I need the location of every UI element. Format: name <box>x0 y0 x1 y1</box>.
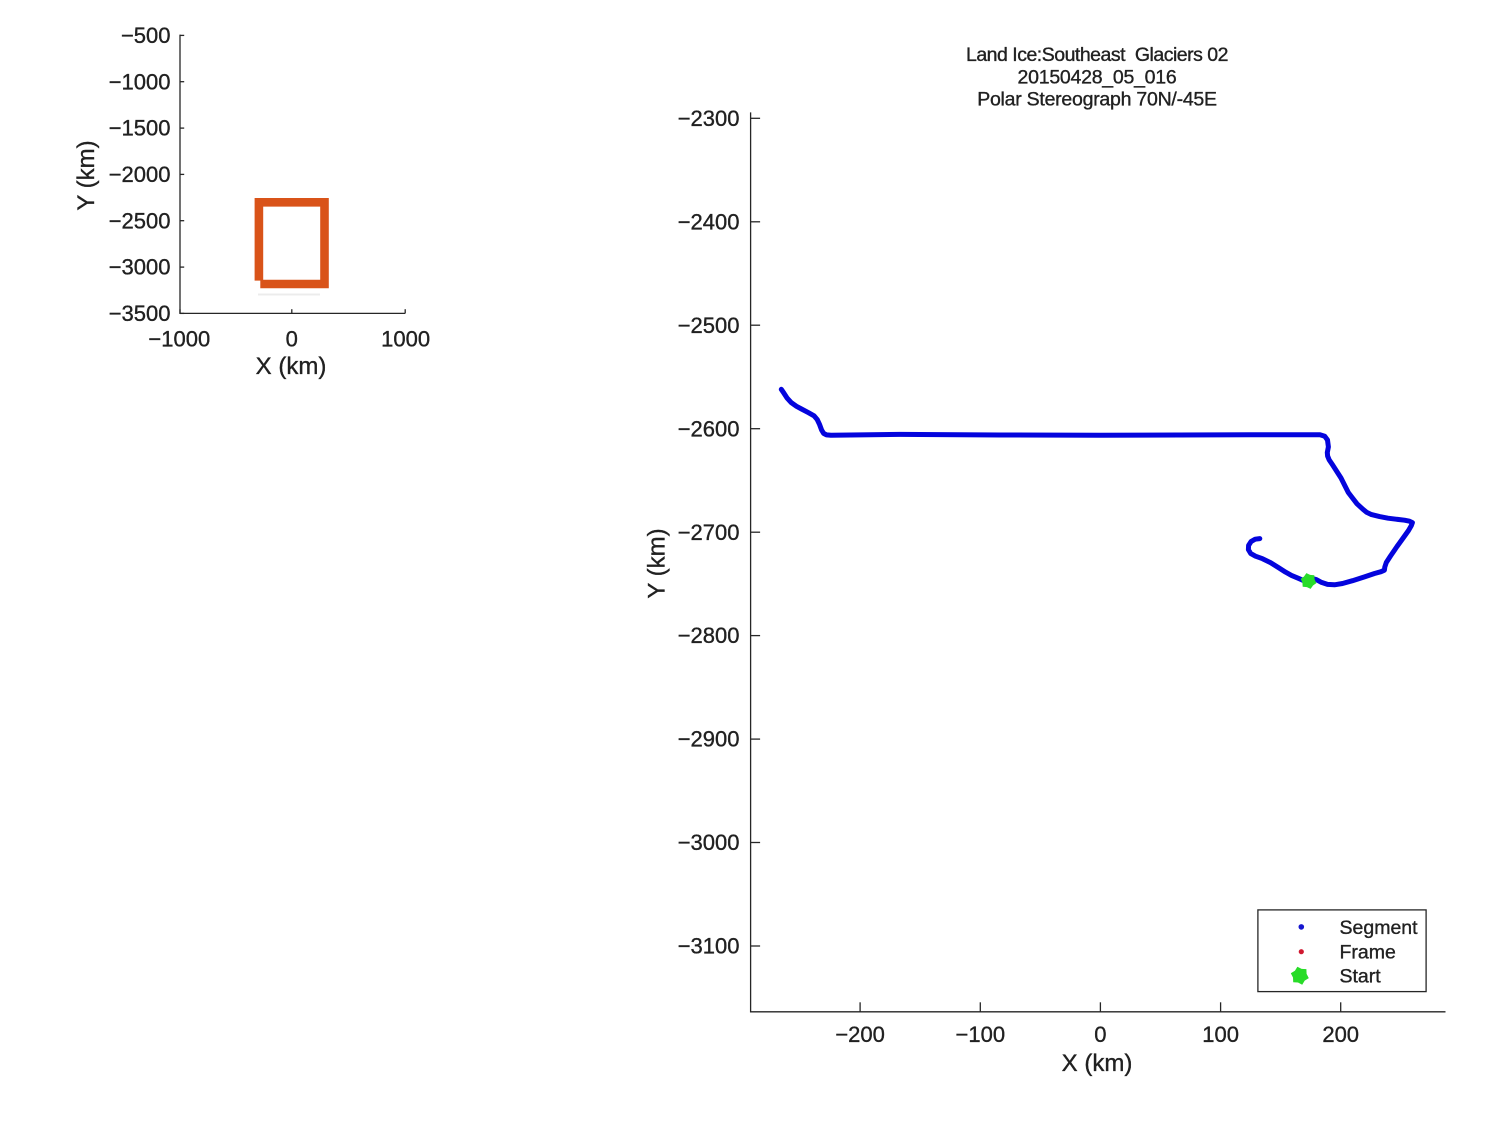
svg-text:Segment: Segment <box>1340 917 1419 939</box>
svg-text:100: 100 <box>1202 1022 1239 1047</box>
svg-text:0: 0 <box>1094 1022 1106 1047</box>
svg-text:−100: −100 <box>956 1022 1006 1047</box>
svg-text:X (km): X (km) <box>1062 1050 1133 1077</box>
svg-text:Frame: Frame <box>1340 942 1396 964</box>
svg-text:−1500: −1500 <box>109 116 171 141</box>
svg-text:−1000: −1000 <box>109 69 171 94</box>
svg-text:−2700: −2700 <box>678 520 740 545</box>
svg-text:Start: Start <box>1340 966 1382 988</box>
svg-text:Polar Stereograph 70N/-45E: Polar Stereograph 70N/-45E <box>977 89 1217 111</box>
svg-text:Y (km): Y (km) <box>644 528 671 598</box>
svg-text:−3100: −3100 <box>678 934 740 959</box>
svg-text:−1000: −1000 <box>148 327 210 352</box>
svg-text:−3500: −3500 <box>109 301 171 326</box>
svg-text:−2400: −2400 <box>678 209 740 234</box>
svg-text:−2900: −2900 <box>678 727 740 752</box>
svg-text:20150428_05_016: 20150428_05_016 <box>1018 66 1177 88</box>
svg-text:−3000: −3000 <box>678 830 740 855</box>
svg-text:200: 200 <box>1322 1022 1359 1047</box>
svg-text:1000: 1000 <box>381 327 430 352</box>
svg-text:Y (km): Y (km) <box>73 140 100 210</box>
svg-text:−500: −500 <box>121 23 171 48</box>
svg-text:−2600: −2600 <box>678 416 740 441</box>
svg-text:−200: −200 <box>835 1022 885 1047</box>
svg-text:−2300: −2300 <box>678 106 740 131</box>
svg-text:−3000: −3000 <box>109 255 171 280</box>
svg-text:X (km): X (km) <box>256 353 327 380</box>
svg-text:Land Ice:Southeast Glaciers 0: Land Ice:Southeast Glaciers 02 <box>966 44 1228 66</box>
svg-text:−2500: −2500 <box>109 208 171 233</box>
svg-text:−2800: −2800 <box>678 623 740 648</box>
svg-text:−2500: −2500 <box>678 313 740 338</box>
svg-text:0: 0 <box>286 327 298 352</box>
svg-text:−2000: −2000 <box>109 162 171 187</box>
